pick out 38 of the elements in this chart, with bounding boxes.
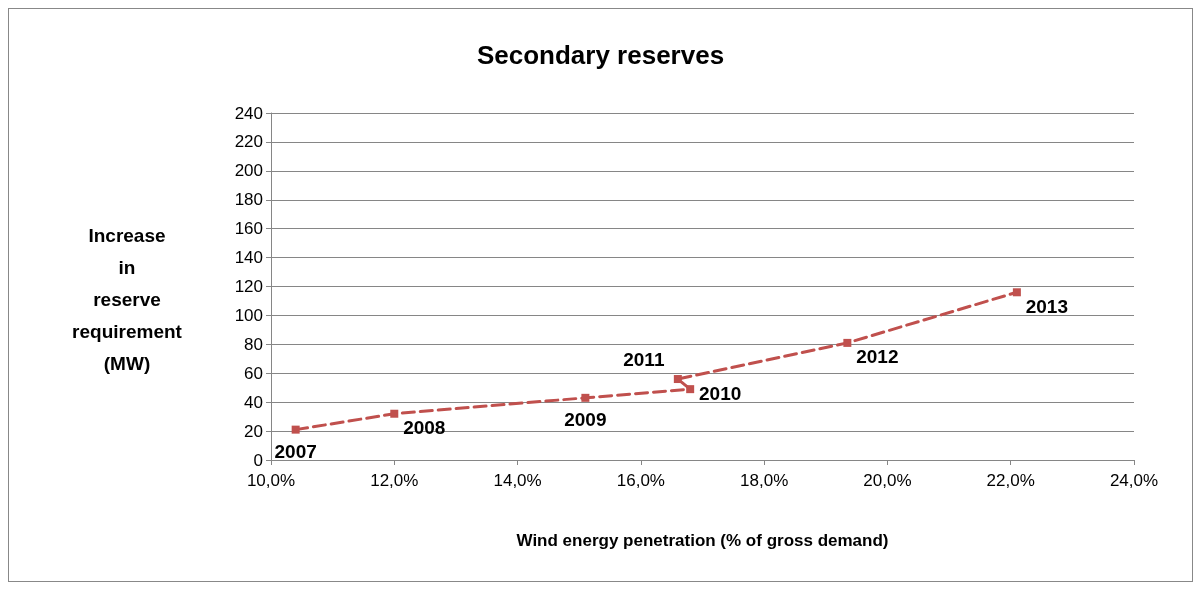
y-tick-label: 180 [234,190,263,210]
annotation: 2011 [623,348,665,370]
y-tick-label: 240 [234,103,263,123]
x-tick-label: 10,0% [246,471,296,490]
y-tick-label: 20 [244,421,263,441]
y-tick-label: 80 [244,334,263,354]
y-tick-label: 60 [244,363,263,383]
y-tick-label: 160 [234,219,263,239]
point [673,375,682,384]
y-tick-label: 40 [244,392,263,412]
annotation: 2009 [564,409,607,431]
annotation: 2008 [403,417,446,439]
annotation: 2010 [699,382,742,404]
x-tick-label: 22,0% [986,471,1035,490]
y-tick-label: 220 [234,132,263,152]
x-axis-title: Wind energy penetration (% of gross demand) [516,531,889,550]
x-tick-label: 12,0% [370,471,419,490]
x-tick-label: 24,0% [1109,471,1159,490]
x-tick-label: 20,0% [863,471,912,490]
annotation: 2012 [856,346,899,368]
y-tick-label: 0 [253,450,263,470]
annotation: 2013 [1025,295,1069,317]
point [686,385,695,394]
point [1012,288,1021,297]
x-tick-label: 18,0% [740,471,789,490]
x-tick-label: 16,0% [616,471,665,490]
point [291,425,300,434]
y-tick-label: 120 [234,277,263,296]
y-tick-label: 140 [234,248,263,268]
point [843,338,852,347]
chart-title: Secondary reserves [476,40,725,70]
y-tick-label: 200 [234,161,263,181]
point [390,409,399,418]
y-tick-label: 100 [234,305,263,325]
annotation: 2007 [274,441,317,463]
y-axis-title: Increase in reserve requirement (MW) [72,224,183,374]
point [581,393,590,402]
x-tick-label: 14,0% [493,471,542,490]
